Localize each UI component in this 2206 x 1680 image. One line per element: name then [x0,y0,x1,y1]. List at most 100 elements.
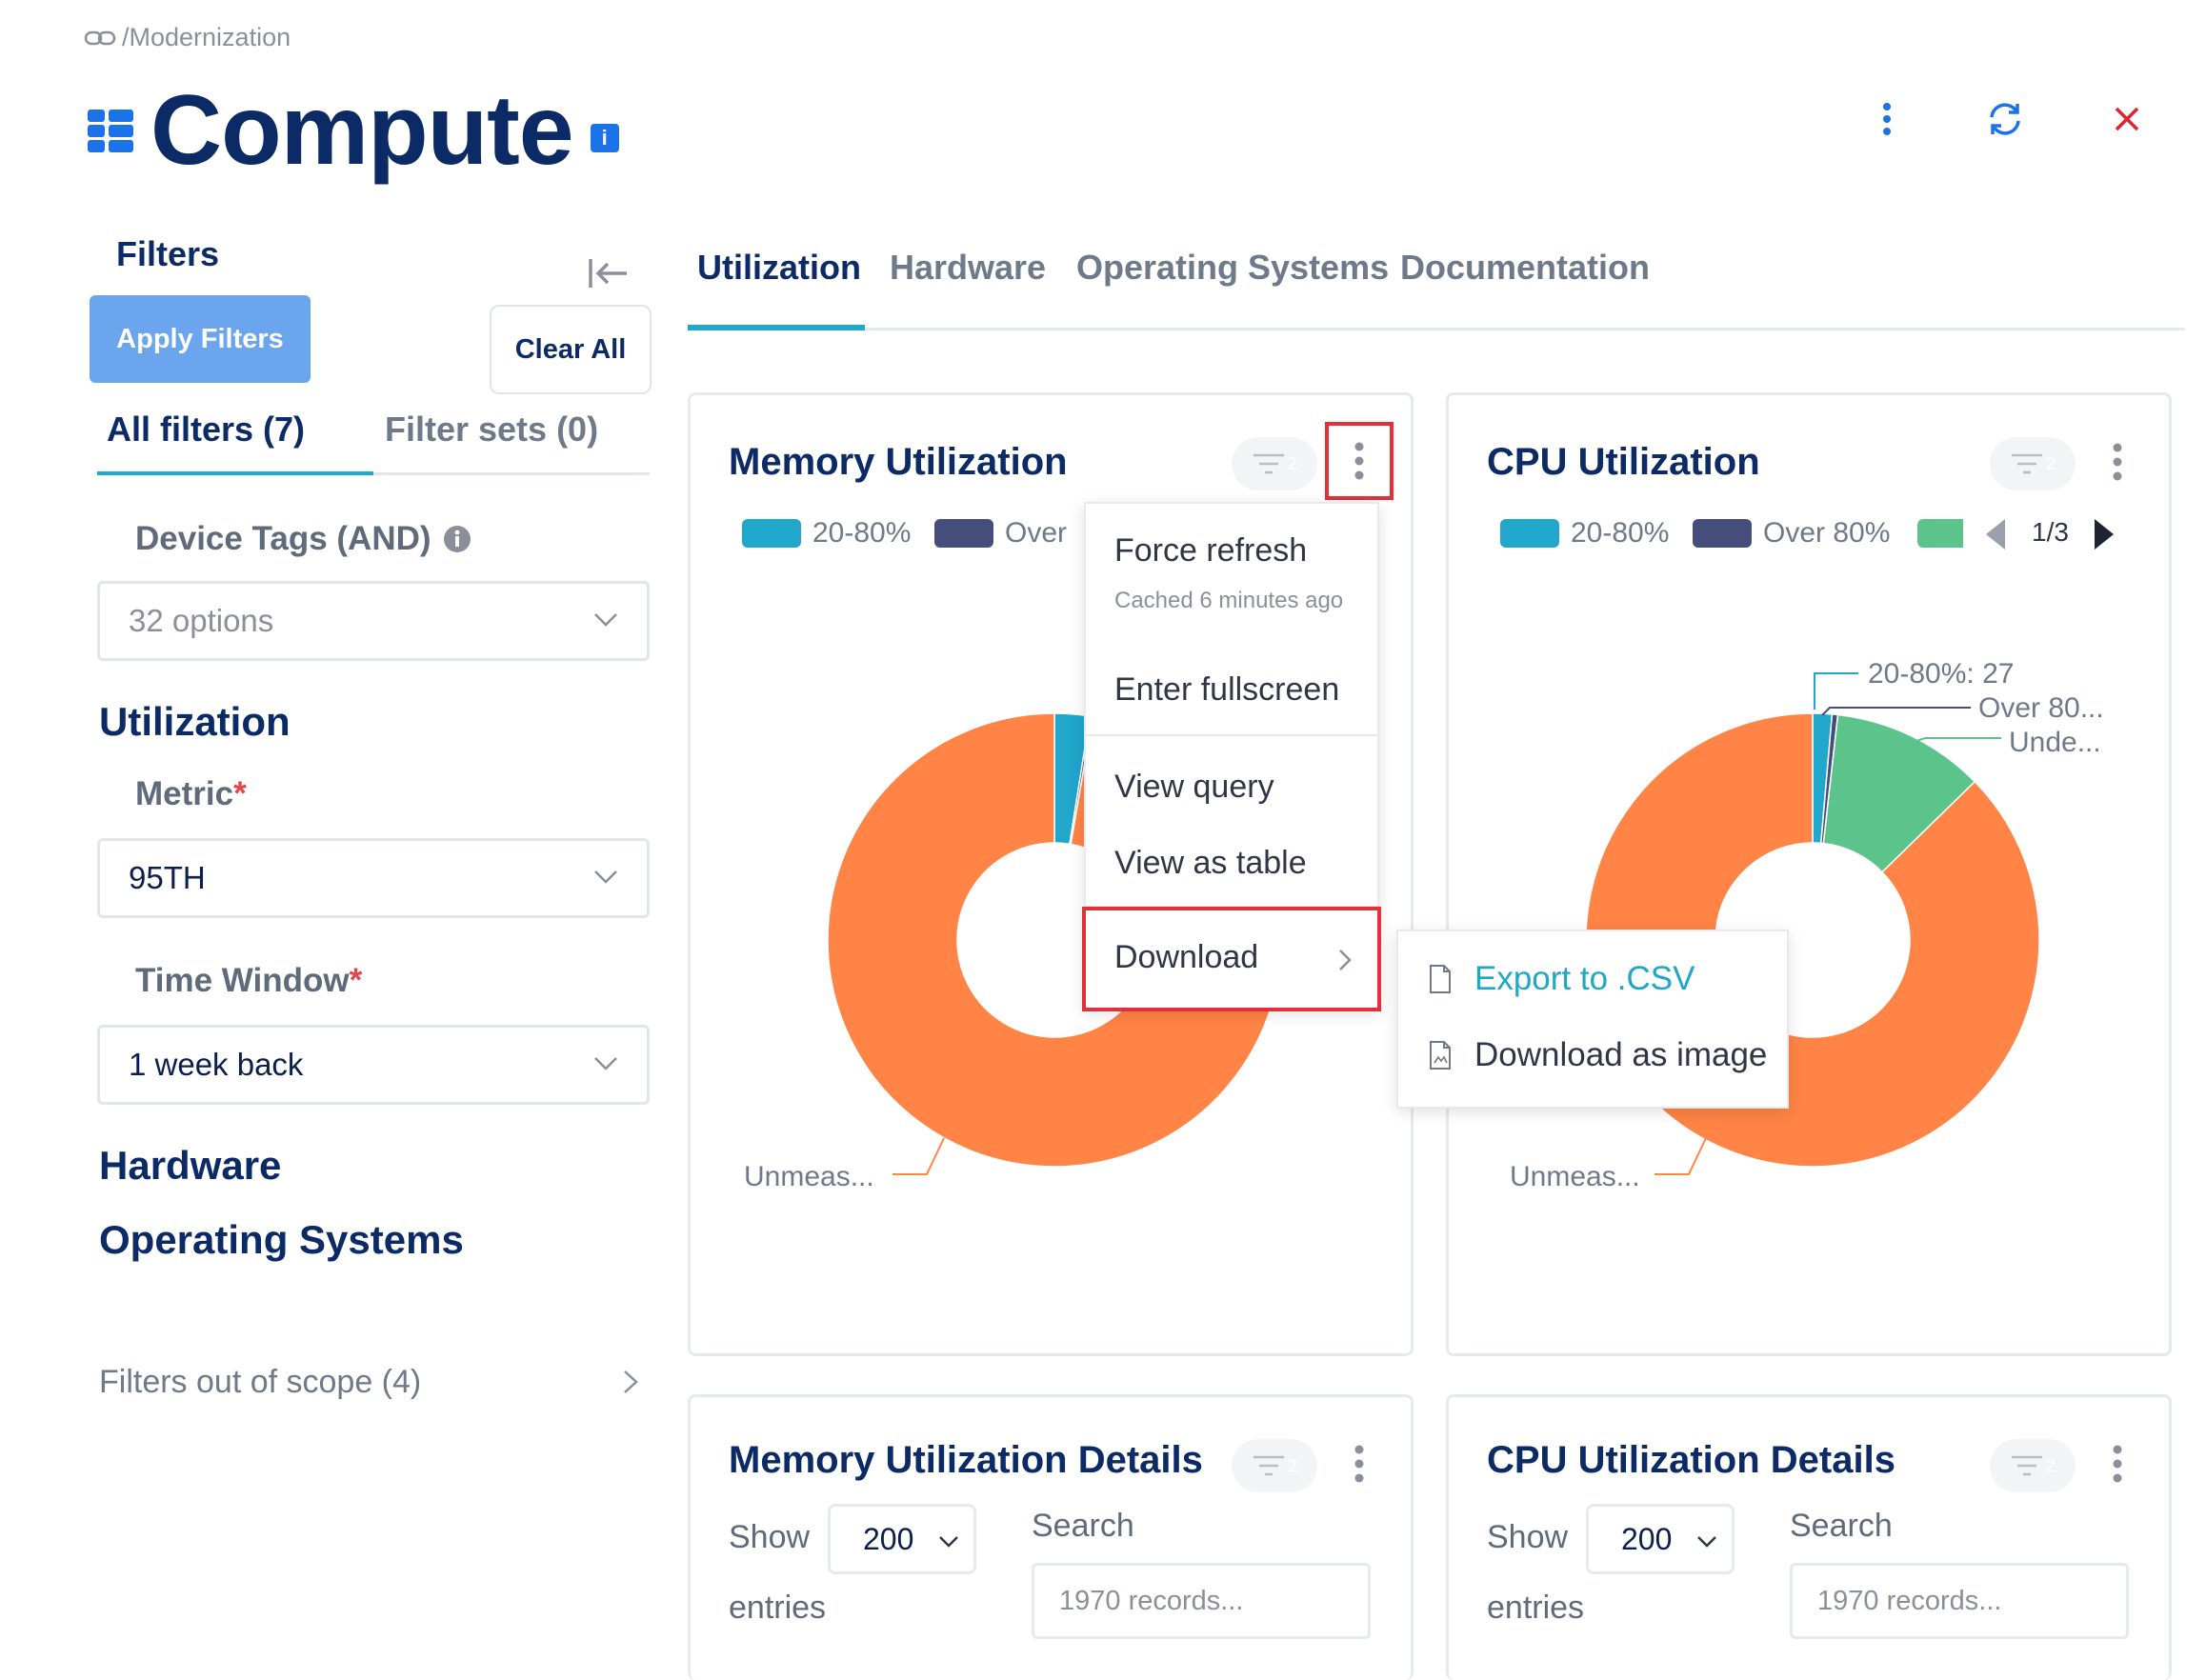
info-icon[interactable]: i [590,123,619,152]
filter-count: 2 [1287,1455,1297,1475]
card-filter-button[interactable]: 2 [1232,1439,1317,1492]
tab-hardware[interactable]: Hardware [890,248,1047,287]
page-header: Compute i [88,74,619,188]
filter-icon [1253,453,1284,474]
legend-swatch [1500,519,1559,548]
card-title: CPU Utilization [1487,441,1760,483]
chevron-down-icon [594,613,617,627]
collapse-left-icon [589,259,627,288]
metric-label-text: Metric [135,775,234,812]
leader-line [1814,672,1858,710]
card-menu-button[interactable] [2098,433,2136,490]
card-menu-button[interactable] [2098,1435,2136,1492]
time-window-label: Time Window* [135,962,362,1000]
card-menu-button[interactable] [1325,422,1394,500]
menu-item-view-table[interactable]: View as table [1114,845,1307,881]
page-size-select[interactable]: 200 [828,1504,976,1574]
kebab-vertical-icon [1354,442,1364,480]
active-tab-indicator [688,325,865,330]
device-tags-label: Device Tags (AND) [135,520,471,558]
filter-icon [2011,1455,2042,1476]
out-of-scope-label: Filters out of scope (4) [99,1364,422,1400]
slice-label-unmeasured: Unmeas... [744,1161,874,1192]
metric-select[interactable]: 95TH [97,838,650,918]
apply-filters-button[interactable]: Apply Filters [90,295,311,383]
menu-item-export-csv[interactable]: Export to .CSV [1427,960,1695,998]
menu-item-download[interactable]: Download [1082,907,1381,1011]
legend-label: Over 80% [1763,517,1891,549]
card-filter-button[interactable]: 2 [1990,437,2076,490]
chevron-right-icon [624,1370,638,1393]
legend-label: 20-80% [1571,517,1670,549]
required-mark: * [233,775,247,812]
active-subtab-indicator [97,471,373,475]
menu-divider [1086,734,1377,736]
pager-prev-icon[interactable] [1984,517,2007,551]
image-file-icon [1430,1041,1451,1070]
chevron-down-icon [594,870,617,884]
time-window-value: 1 week back [129,1047,304,1082]
slice-label-over-80: Over 80... [1978,692,2104,724]
breadcrumb-text[interactable]: /Modernization [122,23,291,51]
info-icon[interactable] [443,525,471,553]
leader-line [892,1137,945,1175]
legend-swatch [1693,519,1752,548]
card-filter-button[interactable]: 2 [1990,1439,2076,1492]
refresh-button[interactable] [1981,95,2029,143]
metric-value: 95TH [129,860,206,895]
search-label: Search [1790,1508,1893,1544]
search-placeholder: 1970 records... [1059,1585,1244,1616]
slice-label-under-20: Unde... [2009,727,2101,758]
os-section-title[interactable]: Operating Systems [99,1217,464,1262]
legend-swatch-partial[interactable] [1917,519,1963,548]
menu-item-view-query[interactable]: View query [1114,769,1274,805]
download-label: Download [1114,939,1259,975]
leader-line [1654,1137,1707,1175]
tab-all-filters[interactable]: All filters (7) [107,410,306,449]
search-input[interactable]: 1970 records... [1032,1563,1371,1639]
legend-item[interactable]: Over 80% [1693,517,1890,550]
legend-item[interactable]: 20-80% [742,517,911,550]
legend-swatch [742,519,801,548]
tab-filter-sets[interactable]: Filter sets (0) [385,410,599,449]
hardware-section-title[interactable]: Hardware [99,1143,282,1188]
chevron-down-icon [594,1057,617,1070]
time-window-label-text: Time Window [135,962,350,999]
link-icon [84,30,116,45]
entries-label: entries [729,1590,827,1626]
time-window-select[interactable]: 1 week back [97,1025,650,1105]
card-menu-button[interactable] [1340,1435,1378,1492]
legend-item[interactable]: 20-80% [1500,517,1669,550]
menu-item-download-image[interactable]: Download as image [1427,1036,1767,1074]
legend-item[interactable]: Over [934,517,1067,550]
collapse-sidebar-button[interactable] [585,250,632,297]
page-size-select[interactable]: 200 [1586,1504,1735,1574]
cpu-utilization-card: CPU Utilization 2 20-80% Over 80% 1/3 20… [1446,392,2172,1356]
tab-utilization[interactable]: Utilization [697,248,861,287]
more-options-button[interactable] [1863,95,1911,143]
clear-all-button[interactable]: Clear All [490,305,652,394]
filter-count: 2 [2045,453,2056,473]
export-csv-label: Export to .CSV [1474,960,1695,997]
device-tags-select[interactable]: 32 options [97,581,650,661]
chevron-down-icon [1697,1536,1716,1548]
entries-label: entries [1487,1590,1585,1626]
tab-operating-systems[interactable]: Operating Systems [1076,248,1390,287]
filter-subtabs: All filters (7) Filter sets (0) [97,410,650,475]
search-input[interactable]: 1970 records... [1790,1563,2129,1639]
cpu-details-card: CPU Utilization Details 2 Show 200 entri… [1446,1394,2172,1680]
utilization-section-title[interactable]: Utilization [99,699,291,744]
menu-item-fullscreen[interactable]: Enter fullscreen [1114,671,1340,708]
close-button[interactable] [2103,95,2151,143]
tab-documentation[interactable]: Documentation [1400,248,1651,287]
menu-item-force-refresh[interactable]: Force refresh [1114,532,1308,569]
device-tags-placeholder: 32 options [129,603,274,638]
search-placeholder: 1970 records... [1817,1585,2002,1616]
breadcrumb[interactable]: /Modernization [84,23,291,52]
card-filter-button[interactable]: 2 [1232,437,1317,490]
refresh-icon [1990,103,2020,135]
card-title: CPU Utilization Details [1487,1439,1895,1481]
filters-out-of-scope[interactable]: Filters out of scope (4) [99,1364,642,1401]
pager-next-icon[interactable] [2093,517,2116,551]
page-size-value: 200 [1621,1521,1673,1556]
